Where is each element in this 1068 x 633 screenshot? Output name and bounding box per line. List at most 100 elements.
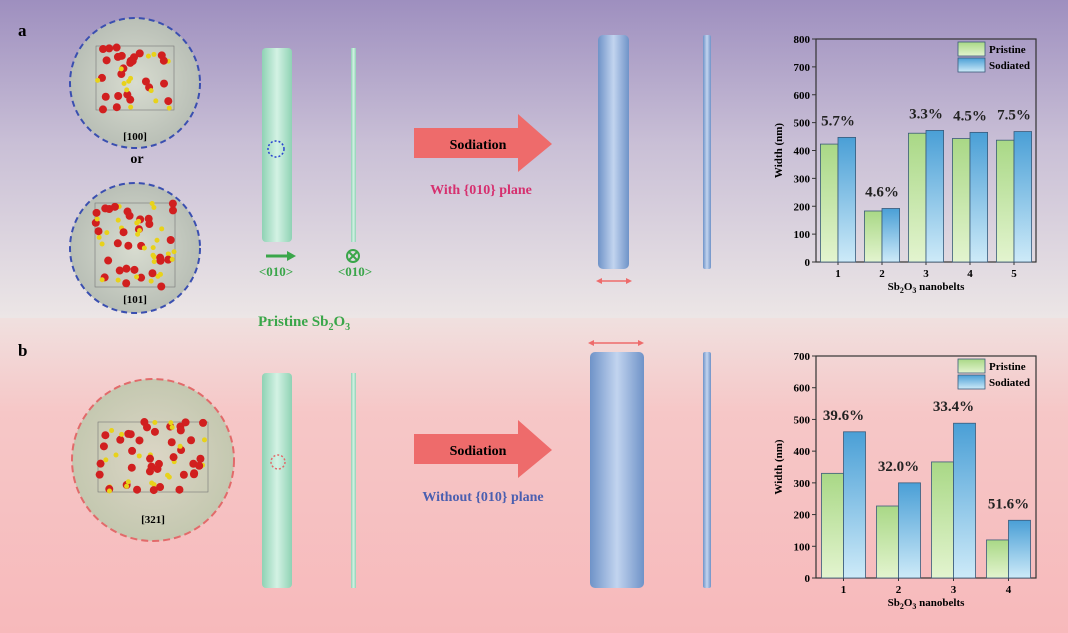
o-atom: [105, 44, 114, 53]
sb-atom: [168, 420, 174, 426]
data-label: 33.4%: [933, 399, 974, 415]
legend-swatch: [957, 358, 986, 374]
o-atom: [164, 255, 173, 264]
o-atom: [167, 438, 176, 447]
x-tick-label: 1: [835, 268, 841, 280]
sb-atom: [113, 452, 119, 458]
o-atom: [113, 239, 122, 248]
y-tick-label: 800: [794, 34, 811, 46]
o-atom: [116, 435, 125, 444]
o-atom: [114, 92, 123, 101]
y-axis-label: Width (nm): [773, 439, 785, 494]
sb-atom: [152, 419, 158, 425]
y-tick-label: 700: [794, 62, 811, 74]
bar-sodiated: [969, 131, 989, 263]
x-tick-label: 1: [841, 584, 847, 596]
bar-pristine: [952, 138, 971, 263]
x-tick-label: 4: [967, 268, 973, 280]
legend-swatch: [957, 41, 986, 57]
o-atom: [115, 266, 124, 275]
o-atom: [96, 459, 105, 468]
legend-label: Pristine: [989, 361, 1026, 373]
o-atom: [124, 429, 133, 438]
o-atom: [104, 256, 113, 265]
o-atom: [112, 43, 121, 52]
y-tick-label: 400: [794, 146, 811, 158]
chart-b: 0 100 200 300 400 500 600 700 1 39.6% 2 32.0% 3 33.4%…: [773, 351, 1037, 611]
o-atom: [149, 486, 158, 495]
condition-label-a: With {010} plane: [430, 183, 532, 198]
sb-atom: [96, 234, 102, 240]
o-atom: [98, 105, 107, 114]
y-tick-label: 400: [794, 446, 811, 458]
sb-atom: [169, 424, 175, 430]
sb-atom: [177, 443, 183, 449]
sodiation-label-b: Sodiation: [450, 444, 507, 459]
o-atom: [146, 454, 155, 463]
sodiation-arrow-a: [414, 114, 552, 172]
sb-atom: [150, 245, 156, 251]
o-atom: [187, 436, 196, 445]
bar-pristine: [931, 461, 954, 579]
orientation-321-label: [321]: [141, 514, 165, 526]
sb-atom: [136, 453, 142, 459]
bar-pristine: [986, 539, 1009, 579]
o-atom: [141, 77, 150, 86]
sb-atom: [109, 427, 115, 433]
y-tick-label: 700: [794, 351, 811, 363]
o-atom: [127, 463, 136, 472]
pristine-nanobelt-side: [351, 48, 356, 242]
bar-sodiated: [843, 431, 866, 579]
sb-atom: [141, 245, 147, 251]
sb-atom: [201, 437, 207, 443]
o-atom: [154, 459, 163, 468]
o-atom: [135, 436, 144, 445]
sb-atom: [165, 251, 171, 257]
o-atom: [130, 265, 139, 274]
o-atom: [157, 282, 166, 291]
data-label: 32.0%: [878, 459, 919, 475]
legend-swatch: [957, 57, 986, 73]
o-atom: [145, 467, 154, 476]
data-label: 3.3%: [909, 106, 943, 122]
y-tick-label: 200: [794, 201, 811, 213]
plot-frame: [815, 355, 1037, 579]
x-axis-label: Sb2O3 nanobelts: [888, 597, 966, 611]
cross-section-marker: [267, 140, 285, 158]
x-tick-label: 4: [1006, 584, 1012, 596]
sb-atom: [149, 480, 155, 486]
o-atom: [126, 58, 135, 67]
unit-cell: [95, 45, 175, 111]
y-tick-label: 500: [794, 414, 811, 426]
o-atom: [110, 202, 119, 211]
bar-sodiated: [1013, 131, 1033, 263]
bar-sodiated: [837, 136, 857, 263]
sodiated-nanobelt-side-b: [703, 352, 711, 588]
sb-atom: [134, 274, 140, 280]
legend-label: Sodiated: [989, 60, 1030, 72]
sb-atom: [159, 226, 165, 232]
sb-atom: [103, 457, 109, 463]
x-tick-label: 5: [1011, 268, 1017, 280]
o-atom: [199, 418, 208, 427]
o-atom: [133, 485, 142, 494]
sb-atom: [124, 87, 130, 93]
bar-sodiated: [898, 482, 921, 579]
sodiated-nanobelt-front-b: [590, 352, 644, 588]
o-atom: [112, 103, 121, 112]
o-atom: [196, 454, 205, 463]
direction-arrow-icon: [266, 251, 296, 261]
o-atom: [119, 228, 128, 237]
bar-sodiated: [953, 422, 976, 579]
o-atom: [181, 418, 190, 427]
bar-pristine: [864, 210, 883, 263]
bar-pristine: [821, 472, 844, 579]
o-atom: [179, 470, 188, 479]
sodiation-label-a: Sodiation: [450, 138, 507, 153]
o-atom: [95, 470, 104, 479]
x-tick-label: 2: [896, 584, 902, 596]
bar-pristine: [908, 132, 927, 263]
y-tick-label: 600: [794, 383, 811, 395]
x-tick-label: 3: [951, 584, 957, 596]
pristine-sb2o3-label: Pristine Sb2O3: [258, 314, 350, 333]
